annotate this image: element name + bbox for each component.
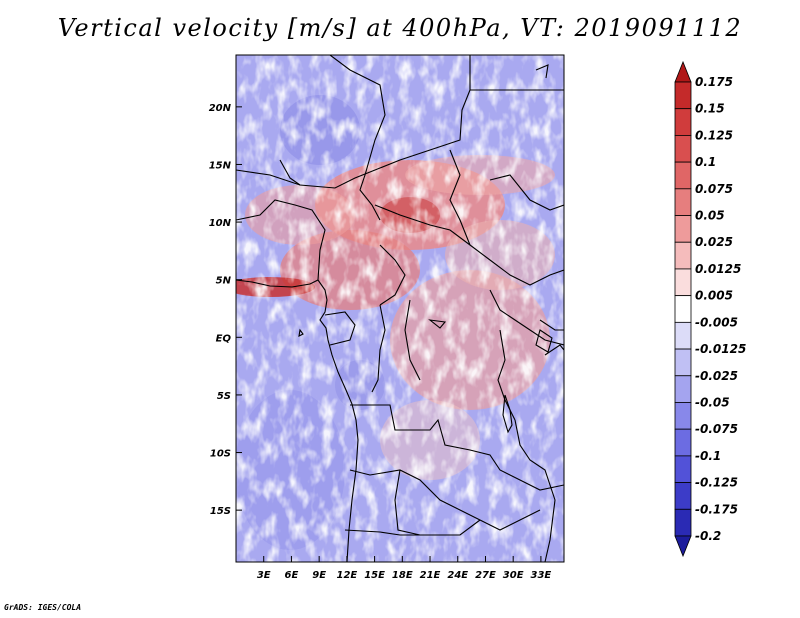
colorbar-swatch — [674, 321, 692, 350]
colorbar-label: -0.025 — [695, 369, 738, 383]
colorbar-label: -0.125 — [695, 476, 738, 490]
lon-tick-label: 9E — [312, 570, 326, 581]
lon-tick-label: 18E — [392, 570, 413, 581]
colorbar-label: -0.175 — [695, 502, 738, 516]
colorbar-swatch — [674, 348, 692, 377]
colorbar-swatch — [674, 535, 692, 558]
colorbar-label: 0.175 — [695, 75, 733, 89]
lat-tick-label: 10N — [209, 218, 232, 229]
colorbar-swatch — [674, 60, 692, 83]
lon-tick-label: 30E — [503, 570, 524, 581]
colorbar-label: -0.1 — [695, 449, 721, 463]
colorbar-label: -0.2 — [695, 529, 721, 543]
colorbar-label: 0.025 — [695, 235, 733, 249]
lat-tick-label: 15N — [209, 160, 232, 171]
colorbar-label: -0.075 — [695, 422, 738, 436]
lon-tick-label: 3E — [257, 570, 271, 581]
latitude-axis: 20N 15N 10N 5N EQ 5S 10S 15S — [209, 103, 242, 517]
colorbar-swatch — [674, 295, 692, 323]
coastlines-and-borders — [236, 55, 564, 562]
map-title: Vertical velocity [m/s] at 400hPa, VT: 2… — [57, 14, 743, 42]
colorbar-swatch — [674, 508, 692, 537]
colorbar-swatch — [674, 215, 692, 243]
colorbar-swatch — [674, 135, 692, 163]
colorbar-label: 0.125 — [695, 128, 733, 142]
colorbar-swatch — [674, 241, 692, 270]
lon-tick-label: 15E — [364, 570, 385, 581]
lat-tick-label: 15S — [210, 506, 231, 517]
colorbar-label: 0.05 — [695, 209, 725, 223]
colorbar-label: -0.005 — [695, 315, 738, 329]
lat-tick-label: 5N — [216, 276, 232, 287]
colorbar-swatch — [674, 375, 692, 403]
colorbar-label: -0.05 — [695, 395, 730, 409]
lat-tick-label: 20N — [209, 103, 232, 114]
colorbar-swatch — [674, 108, 692, 136]
colorbar-swatch — [674, 482, 692, 510]
colorbar-swatch — [674, 161, 692, 190]
colorbar-label: 0.005 — [695, 289, 733, 303]
colorbar-label: 0.1 — [695, 155, 716, 169]
colorbar-swatch — [674, 268, 692, 297]
lat-tick-label: 10S — [210, 449, 231, 460]
lon-tick-label: 27E — [475, 570, 496, 581]
lon-tick-label: 33E — [531, 570, 552, 581]
colorbar-label: 0.15 — [695, 102, 725, 116]
colorbar-swatch — [674, 428, 692, 457]
lon-tick-label: 21E — [420, 570, 441, 581]
colorbar-swatch — [674, 81, 692, 110]
colorbar-swatch — [674, 188, 692, 216]
lon-tick-label: 12E — [336, 570, 357, 581]
lon-tick-label: 6E — [285, 570, 299, 581]
longitude-axis: 3E 6E 9E 12E 15E 18E 21E 24E 27E 30E 33E — [257, 556, 552, 581]
lat-tick-label: 5S — [217, 391, 231, 402]
lat-tick-label: EQ — [216, 333, 232, 344]
colorbar-label: -0.0125 — [695, 342, 746, 356]
colorbar-label: 0.075 — [695, 182, 733, 196]
lon-tick-label: 24E — [447, 570, 468, 581]
colorbar-swatch — [674, 455, 692, 483]
colorbar-swatch — [674, 402, 692, 430]
grads-credit: GrADS: IGES/COLA — [4, 603, 82, 612]
colorbar: 0.175 0.15 0.125 0.1 0.075 0.05 0.025 0.0125 0.0… — [674, 60, 746, 558]
plot-frame — [235, 54, 565, 563]
colorbar-label: 0.0125 — [695, 262, 741, 276]
velocity-field — [236, 55, 564, 562]
